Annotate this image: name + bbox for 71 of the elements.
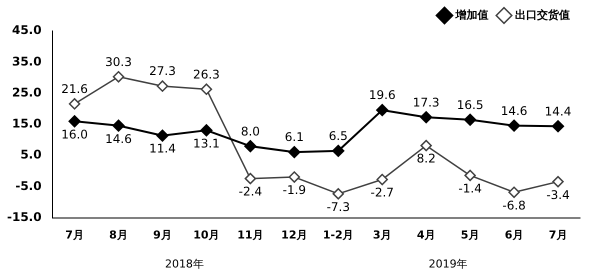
y-tick-label: 5.0 [20,148,42,162]
data-label: 6.5 [328,128,348,143]
data-label: -7.3 [326,200,350,214]
x-tick-label: 7月 [65,228,84,242]
point [244,172,256,184]
x-tick-label: 11月 [237,228,264,242]
data-label: 6.1 [284,130,304,144]
data-label: -3.4 [546,188,570,202]
data-label: -2.4 [238,184,262,199]
x-tick-label: 5月 [460,228,480,242]
data-label: 17.3 [412,95,440,110]
data-label: -6.8 [502,198,526,212]
data-label: 11.4 [149,142,176,156]
point [68,98,80,110]
data-label: 30.3 [105,54,132,69]
point [288,146,300,158]
data-label: 26.3 [193,67,220,82]
data-label: 13.1 [193,136,220,150]
data-label: 16.5 [456,98,484,112]
point [376,104,388,116]
data-label: 8.2 [416,152,436,166]
x-tick-label: 3月 [372,228,392,242]
point [552,176,564,188]
data-label: 14.6 [500,104,528,118]
point [332,144,344,157]
data-label: 8.0 [240,124,260,138]
data-label: -1.4 [458,182,482,196]
point [552,120,564,132]
legend-label: 增加值 [454,8,488,22]
point [508,120,520,132]
x-tick-label: 1-2月 [322,228,354,242]
point [376,174,388,186]
y-tick-label: 35.0 [12,54,42,68]
data-label: 16.0 [61,127,88,142]
x-tick-label: 8月 [109,228,128,242]
point [288,171,300,183]
data-label: 19.6 [368,88,396,102]
point [112,120,125,132]
point [200,124,212,136]
legend-label: 出口交货值 [515,8,570,22]
y-tick-label: 45.0 [12,23,42,38]
x-tick-label: 7月 [548,228,568,242]
point [244,140,256,152]
x-tick-label: 6月 [504,228,524,242]
point [464,114,476,126]
x-tick-label: 12月 [281,228,308,242]
y-tick-label: -5.0 [15,178,42,193]
point [112,71,124,83]
point [420,111,432,124]
point [332,188,344,200]
data-label: 14.6 [105,132,132,146]
y-tick-label: 15.0 [12,116,42,131]
y-tick-label: 25.0 [12,85,42,100]
text: 2018年 [164,257,204,270]
data-label: -1.9 [282,183,306,198]
data-label: -2.7 [370,186,394,200]
point [200,83,212,95]
x-tick-label: 4月 [416,228,436,242]
point [156,80,168,92]
text: 2019年 [428,257,468,270]
point [156,130,168,142]
point [508,186,520,198]
data-label: 27.3 [149,64,176,78]
point [68,115,81,128]
point [464,170,476,182]
point [420,140,432,152]
data-label: 21.6 [61,82,88,96]
x-tick-label: 10月 [193,228,220,242]
data-label: 14.4 [544,104,572,118]
y-tick-label: -15.0 [6,210,42,224]
x-tick-label: 9月 [153,228,172,242]
